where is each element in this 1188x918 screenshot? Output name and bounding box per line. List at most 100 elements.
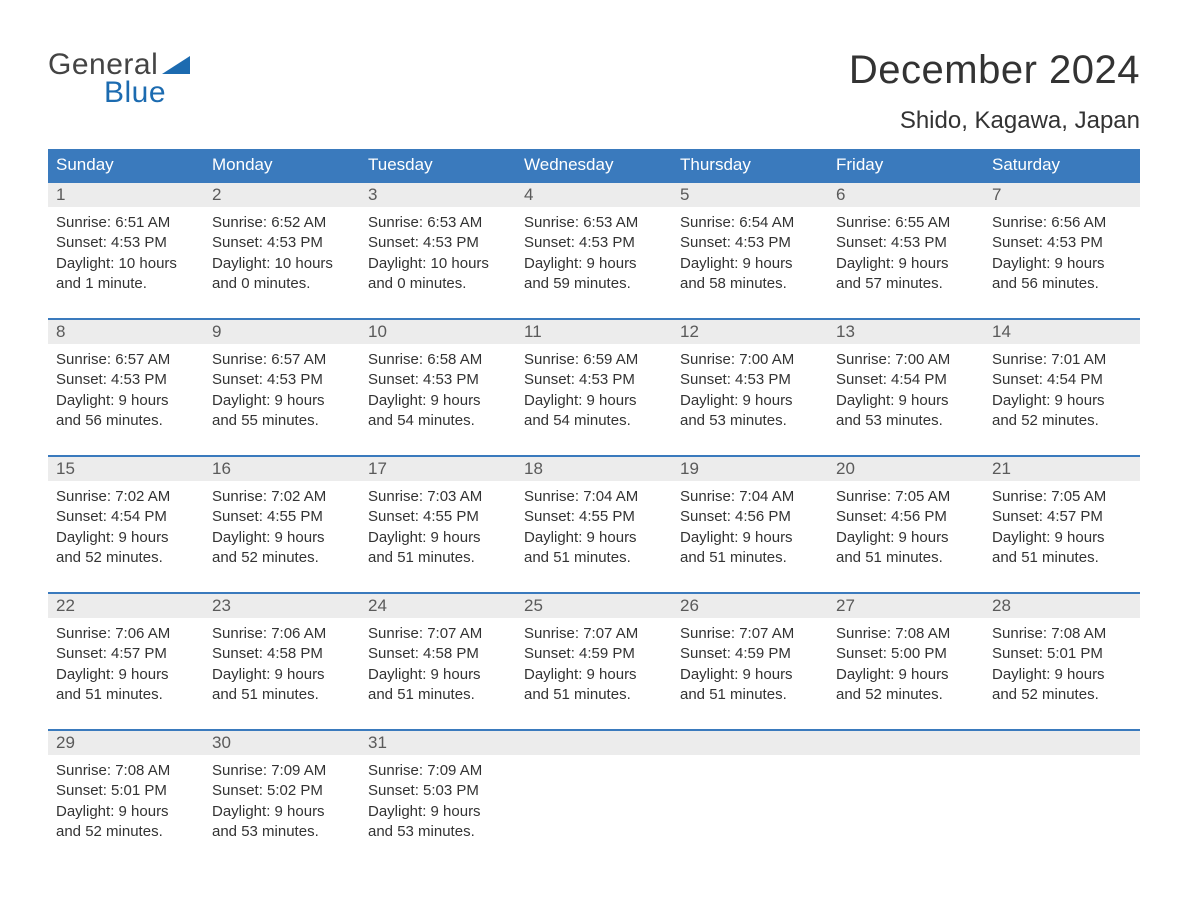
info-cell: Sunrise: 7:00 AMSunset: 4:53 PMDaylight:… <box>672 344 828 437</box>
sunrise-text: Sunrise: 7:02 AM <box>212 487 352 507</box>
sunrise-text: Sunrise: 7:08 AM <box>56 761 196 781</box>
sunrise-text: Sunrise: 7:08 AM <box>992 624 1132 644</box>
date-cell <box>516 731 672 755</box>
info-cell: Sunrise: 7:09 AMSunset: 5:02 PMDaylight:… <box>204 755 360 848</box>
info-cell <box>828 755 984 848</box>
info-cell: Sunrise: 7:07 AMSunset: 4:59 PMDaylight:… <box>516 618 672 711</box>
date-cell: 27 <box>828 594 984 618</box>
date-cell <box>672 731 828 755</box>
daylight2-text: and 53 minutes. <box>368 822 508 842</box>
sunset-text: Sunset: 4:53 PM <box>56 370 196 390</box>
sunset-text: Sunset: 4:53 PM <box>992 233 1132 253</box>
date-cell: 3 <box>360 183 516 207</box>
title-block: December 2024 Shido, Kagawa, Japan <box>849 48 1140 135</box>
date-cell: 21 <box>984 457 1140 481</box>
daylight1-text: Daylight: 9 hours <box>56 391 196 411</box>
date-cell: 11 <box>516 320 672 344</box>
sunrise-text: Sunrise: 7:05 AM <box>836 487 976 507</box>
daylight1-text: Daylight: 9 hours <box>680 528 820 548</box>
sunrise-text: Sunrise: 7:04 AM <box>524 487 664 507</box>
daylight1-text: Daylight: 9 hours <box>836 254 976 274</box>
info-row: Sunrise: 7:06 AMSunset: 4:57 PMDaylight:… <box>48 618 1140 711</box>
sunset-text: Sunset: 4:59 PM <box>680 644 820 664</box>
daylight2-text: and 56 minutes. <box>56 411 196 431</box>
date-cell: 18 <box>516 457 672 481</box>
sunrise-text: Sunrise: 7:06 AM <box>56 624 196 644</box>
daylight2-text: and 57 minutes. <box>836 274 976 294</box>
sunset-text: Sunset: 4:57 PM <box>992 507 1132 527</box>
info-cell <box>516 755 672 848</box>
sunrise-text: Sunrise: 6:53 AM <box>368 213 508 233</box>
sunrise-text: Sunrise: 7:07 AM <box>368 624 508 644</box>
info-cell: Sunrise: 6:58 AMSunset: 4:53 PMDaylight:… <box>360 344 516 437</box>
daylight1-text: Daylight: 10 hours <box>212 254 352 274</box>
daylight1-text: Daylight: 9 hours <box>680 391 820 411</box>
info-cell: Sunrise: 7:08 AMSunset: 5:01 PMDaylight:… <box>48 755 204 848</box>
sunset-text: Sunset: 4:56 PM <box>680 507 820 527</box>
date-row: 891011121314 <box>48 318 1140 344</box>
daylight2-text: and 51 minutes. <box>368 548 508 568</box>
info-cell: Sunrise: 6:57 AMSunset: 4:53 PMDaylight:… <box>204 344 360 437</box>
info-cell: Sunrise: 7:06 AMSunset: 4:58 PMDaylight:… <box>204 618 360 711</box>
sunrise-text: Sunrise: 7:03 AM <box>368 487 508 507</box>
info-cell: Sunrise: 7:05 AMSunset: 4:57 PMDaylight:… <box>984 481 1140 574</box>
sunset-text: Sunset: 4:53 PM <box>212 233 352 253</box>
day-header-row: SundayMondayTuesdayWednesdayThursdayFrid… <box>48 149 1140 181</box>
date-cell: 29 <box>48 731 204 755</box>
date-cell: 16 <box>204 457 360 481</box>
daylight1-text: Daylight: 9 hours <box>56 528 196 548</box>
date-cell: 5 <box>672 183 828 207</box>
info-cell <box>984 755 1140 848</box>
date-cell: 24 <box>360 594 516 618</box>
week: 1234567Sunrise: 6:51 AMSunset: 4:53 PMDa… <box>48 181 1140 300</box>
sunset-text: Sunset: 4:53 PM <box>368 370 508 390</box>
date-cell: 22 <box>48 594 204 618</box>
daylight2-text: and 51 minutes. <box>836 548 976 568</box>
date-row: 15161718192021 <box>48 455 1140 481</box>
daylight2-text: and 51 minutes. <box>992 548 1132 568</box>
weeks-container: 1234567Sunrise: 6:51 AMSunset: 4:53 PMDa… <box>48 181 1140 848</box>
logo: General Blue <box>48 48 190 110</box>
daylight1-text: Daylight: 9 hours <box>836 528 976 548</box>
info-cell: Sunrise: 6:54 AMSunset: 4:53 PMDaylight:… <box>672 207 828 300</box>
sunrise-text: Sunrise: 6:52 AM <box>212 213 352 233</box>
week: 22232425262728Sunrise: 7:06 AMSunset: 4:… <box>48 592 1140 711</box>
day-header: Friday <box>828 149 984 181</box>
date-cell <box>828 731 984 755</box>
sunset-text: Sunset: 5:03 PM <box>368 781 508 801</box>
date-row: 1234567 <box>48 181 1140 207</box>
daylight2-text: and 59 minutes. <box>524 274 664 294</box>
daylight2-text: and 56 minutes. <box>992 274 1132 294</box>
sunset-text: Sunset: 5:02 PM <box>212 781 352 801</box>
sunset-text: Sunset: 4:55 PM <box>524 507 664 527</box>
date-cell: 1 <box>48 183 204 207</box>
info-cell: Sunrise: 7:02 AMSunset: 4:55 PMDaylight:… <box>204 481 360 574</box>
logo-triangle-icon <box>162 56 190 74</box>
page: General Blue December 2024 Shido, Kagawa… <box>0 0 1188 918</box>
sunrise-text: Sunrise: 7:08 AM <box>836 624 976 644</box>
daylight1-text: Daylight: 9 hours <box>992 254 1132 274</box>
sunset-text: Sunset: 4:53 PM <box>368 233 508 253</box>
daylight1-text: Daylight: 9 hours <box>524 528 664 548</box>
date-cell: 25 <box>516 594 672 618</box>
date-cell: 12 <box>672 320 828 344</box>
daylight2-text: and 51 minutes. <box>368 685 508 705</box>
daylight2-text: and 53 minutes. <box>680 411 820 431</box>
daylight2-text: and 51 minutes. <box>524 685 664 705</box>
date-cell: 17 <box>360 457 516 481</box>
sunset-text: Sunset: 4:53 PM <box>524 233 664 253</box>
sunrise-text: Sunrise: 6:57 AM <box>56 350 196 370</box>
daylight1-text: Daylight: 9 hours <box>368 802 508 822</box>
sunrise-text: Sunrise: 7:02 AM <box>56 487 196 507</box>
calendar: SundayMondayTuesdayWednesdayThursdayFrid… <box>48 149 1140 848</box>
daylight1-text: Daylight: 9 hours <box>524 391 664 411</box>
sunrise-text: Sunrise: 7:09 AM <box>368 761 508 781</box>
info-cell: Sunrise: 6:53 AMSunset: 4:53 PMDaylight:… <box>516 207 672 300</box>
daylight1-text: Daylight: 9 hours <box>680 665 820 685</box>
date-cell: 2 <box>204 183 360 207</box>
daylight1-text: Daylight: 9 hours <box>368 528 508 548</box>
date-cell: 30 <box>204 731 360 755</box>
date-cell: 23 <box>204 594 360 618</box>
info-row: Sunrise: 6:57 AMSunset: 4:53 PMDaylight:… <box>48 344 1140 437</box>
daylight1-text: Daylight: 9 hours <box>680 254 820 274</box>
